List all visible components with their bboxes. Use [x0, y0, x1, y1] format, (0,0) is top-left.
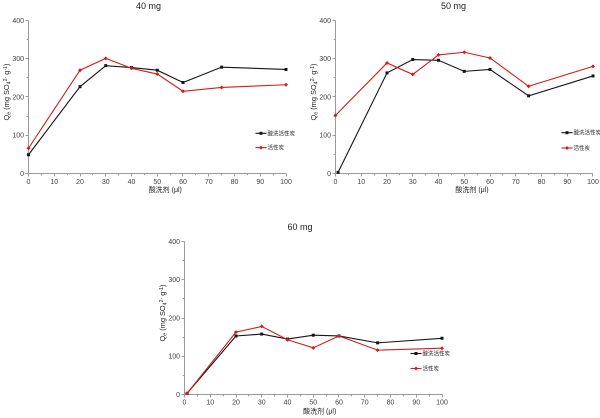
- svg-text:30: 30: [102, 179, 110, 186]
- svg-text:酸洗活性炭: 酸洗活性炭: [268, 129, 296, 137]
- svg-text:100: 100: [280, 179, 292, 186]
- svg-text:60: 60: [486, 179, 494, 186]
- svg-text:400: 400: [319, 18, 331, 25]
- svg-text:60: 60: [179, 179, 187, 186]
- svg-text:20: 20: [232, 399, 240, 406]
- svg-text:300: 300: [12, 56, 24, 63]
- svg-text:0: 0: [327, 171, 331, 178]
- svg-text:80: 80: [538, 179, 546, 186]
- svg-text:50: 50: [309, 399, 317, 406]
- svg-text:Qe (mg SO42- g-1): Qe (mg SO42- g-1): [158, 285, 169, 342]
- svg-text:200: 200: [319, 94, 331, 101]
- svg-text:400: 400: [168, 239, 180, 246]
- svg-text:酸洗剂 (μl): 酸洗剂 (μl): [303, 407, 336, 416]
- svg-text:30: 30: [258, 399, 266, 406]
- svg-text:40: 40: [435, 179, 443, 186]
- svg-text:活性炭: 活性炭: [423, 365, 440, 373]
- svg-text:60 mg: 60 mg: [287, 222, 312, 232]
- svg-text:70: 70: [205, 179, 213, 186]
- svg-text:10: 10: [206, 399, 214, 406]
- svg-text:酸洗剂 (μl): 酸洗剂 (μl): [455, 185, 488, 194]
- svg-text:70: 70: [361, 399, 369, 406]
- svg-text:30: 30: [409, 179, 417, 186]
- svg-text:100: 100: [168, 354, 180, 361]
- svg-text:90: 90: [412, 399, 420, 406]
- svg-text:60: 60: [335, 399, 343, 406]
- svg-text:100: 100: [436, 399, 448, 406]
- svg-text:100: 100: [319, 133, 331, 140]
- svg-text:100: 100: [587, 179, 599, 186]
- svg-text:0: 0: [334, 179, 338, 186]
- svg-text:200: 200: [12, 94, 24, 101]
- svg-text:50: 50: [153, 179, 161, 186]
- svg-text:0: 0: [27, 179, 31, 186]
- svg-text:90: 90: [256, 179, 264, 186]
- svg-text:200: 200: [168, 315, 180, 322]
- svg-text:活性炭: 活性炭: [574, 144, 591, 152]
- svg-text:300: 300: [319, 56, 331, 63]
- svg-text:400: 400: [12, 18, 24, 25]
- svg-text:10: 10: [50, 179, 58, 186]
- svg-text:20: 20: [383, 179, 391, 186]
- svg-text:80: 80: [231, 179, 239, 186]
- svg-text:0: 0: [183, 399, 187, 406]
- svg-text:活性炭: 活性炭: [268, 144, 285, 152]
- svg-text:0: 0: [20, 171, 24, 178]
- svg-text:20: 20: [76, 179, 84, 186]
- svg-text:80: 80: [387, 399, 395, 406]
- svg-text:酸洗剂 (μl): 酸洗剂 (μl): [149, 185, 182, 194]
- svg-text:40: 40: [128, 179, 136, 186]
- svg-text:Qe (mg SO42- g-1): Qe (mg SO42- g-1): [2, 64, 13, 121]
- svg-text:300: 300: [168, 277, 180, 284]
- svg-text:0: 0: [176, 392, 180, 399]
- svg-text:40 mg: 40 mg: [136, 1, 161, 11]
- svg-text:90: 90: [563, 179, 571, 186]
- svg-text:50 mg: 50 mg: [441, 1, 466, 11]
- svg-text:10: 10: [357, 179, 365, 186]
- svg-text:40: 40: [284, 399, 292, 406]
- svg-text:70: 70: [512, 179, 520, 186]
- svg-text:酸洗活性炭: 酸洗活性炭: [423, 350, 451, 358]
- svg-text:Qe (mg SO42- g-1): Qe (mg SO42- g-1): [309, 64, 320, 121]
- svg-text:100: 100: [12, 133, 24, 140]
- svg-text:50: 50: [460, 179, 468, 186]
- svg-text:酸洗活性炭: 酸洗活性炭: [574, 129, 600, 137]
